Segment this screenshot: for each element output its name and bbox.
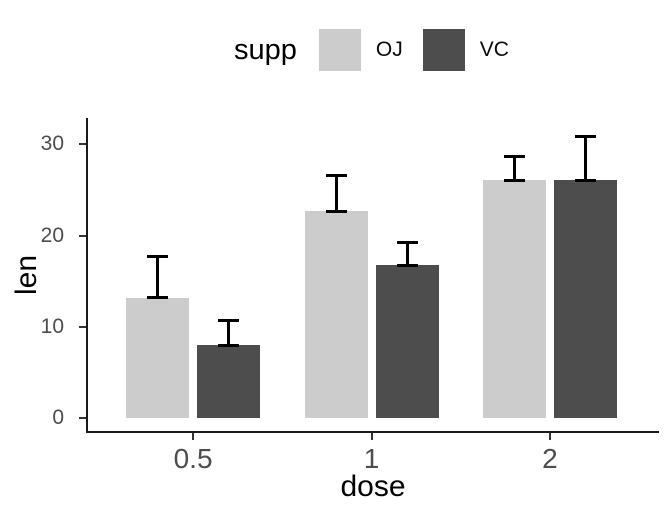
legend-label-oj: OJ bbox=[375, 38, 403, 61]
y-tick-label: 20 bbox=[40, 223, 64, 247]
errorbar-line-vc-dose-1 bbox=[405, 242, 409, 265]
x-tick-mark bbox=[192, 433, 195, 440]
x-tick-mark bbox=[370, 433, 373, 440]
errorbar-cap-bottom-vc-dose-0.5 bbox=[218, 343, 240, 347]
errorbar-cap-top-oj-dose-1 bbox=[325, 174, 347, 178]
errorbar-cap-bottom-vc-dose-1 bbox=[396, 263, 418, 267]
bar-vc-dose-0.5 bbox=[197, 345, 261, 419]
x-tick-label: 1 bbox=[363, 443, 380, 474]
x-tick-label: 2 bbox=[542, 443, 558, 474]
legend-item-vc: VC bbox=[422, 29, 509, 71]
x-axis-title: dose bbox=[340, 470, 406, 503]
y-tick-label: 0 bbox=[52, 406, 64, 430]
y-tick-mark bbox=[79, 234, 86, 237]
x-tick-mark bbox=[548, 433, 551, 440]
legend-item-oj: OJ bbox=[318, 29, 403, 71]
errorbar-cap-top-vc-dose-1 bbox=[396, 240, 418, 244]
legend-swatch-oj bbox=[318, 29, 361, 71]
errorbar-cap-bottom-vc-dose-2 bbox=[574, 178, 596, 182]
errorbar-cap-top-oj-dose-0.5 bbox=[147, 255, 169, 259]
y-tick-label: 30 bbox=[40, 132, 64, 156]
errorbar-line-oj-dose-0.5 bbox=[156, 256, 160, 298]
x-tick-label: 0.5 bbox=[173, 443, 213, 474]
y-tick-mark bbox=[79, 143, 86, 146]
errorbar-cap-top-oj-dose-2 bbox=[503, 154, 525, 158]
y-tick-mark bbox=[79, 417, 86, 420]
errorbar-line-vc-dose-2 bbox=[583, 136, 587, 181]
errorbar-cap-bottom-oj-dose-2 bbox=[503, 178, 525, 182]
x-axis-line bbox=[86, 431, 659, 433]
errorbar-cap-top-vc-dose-2 bbox=[574, 134, 596, 138]
bar-vc-dose-2 bbox=[553, 180, 617, 419]
errorbar-line-oj-dose-1 bbox=[334, 175, 338, 212]
errorbar-cap-bottom-oj-dose-0.5 bbox=[147, 296, 169, 300]
bar-oj-dose-2 bbox=[482, 180, 546, 419]
legend: supp OJ VC bbox=[86, 28, 657, 72]
y-tick-mark bbox=[79, 326, 86, 329]
errorbar-cap-top-vc-dose-0.5 bbox=[218, 319, 240, 323]
legend-label-vc: VC bbox=[479, 38, 509, 61]
bar-vc-dose-1 bbox=[375, 265, 439, 419]
errorbar-line-vc-dose-0.5 bbox=[227, 320, 231, 346]
legend-title: supp bbox=[234, 34, 297, 66]
y-tick-label: 10 bbox=[40, 315, 64, 339]
errorbar-line-oj-dose-2 bbox=[512, 156, 516, 181]
bar-oj-dose-1 bbox=[304, 211, 368, 419]
legend-swatch-vc bbox=[422, 29, 465, 71]
y-axis-line bbox=[86, 118, 88, 433]
errorbar-cap-bottom-oj-dose-1 bbox=[325, 209, 347, 213]
bar-oj-dose-0.5 bbox=[126, 297, 190, 419]
